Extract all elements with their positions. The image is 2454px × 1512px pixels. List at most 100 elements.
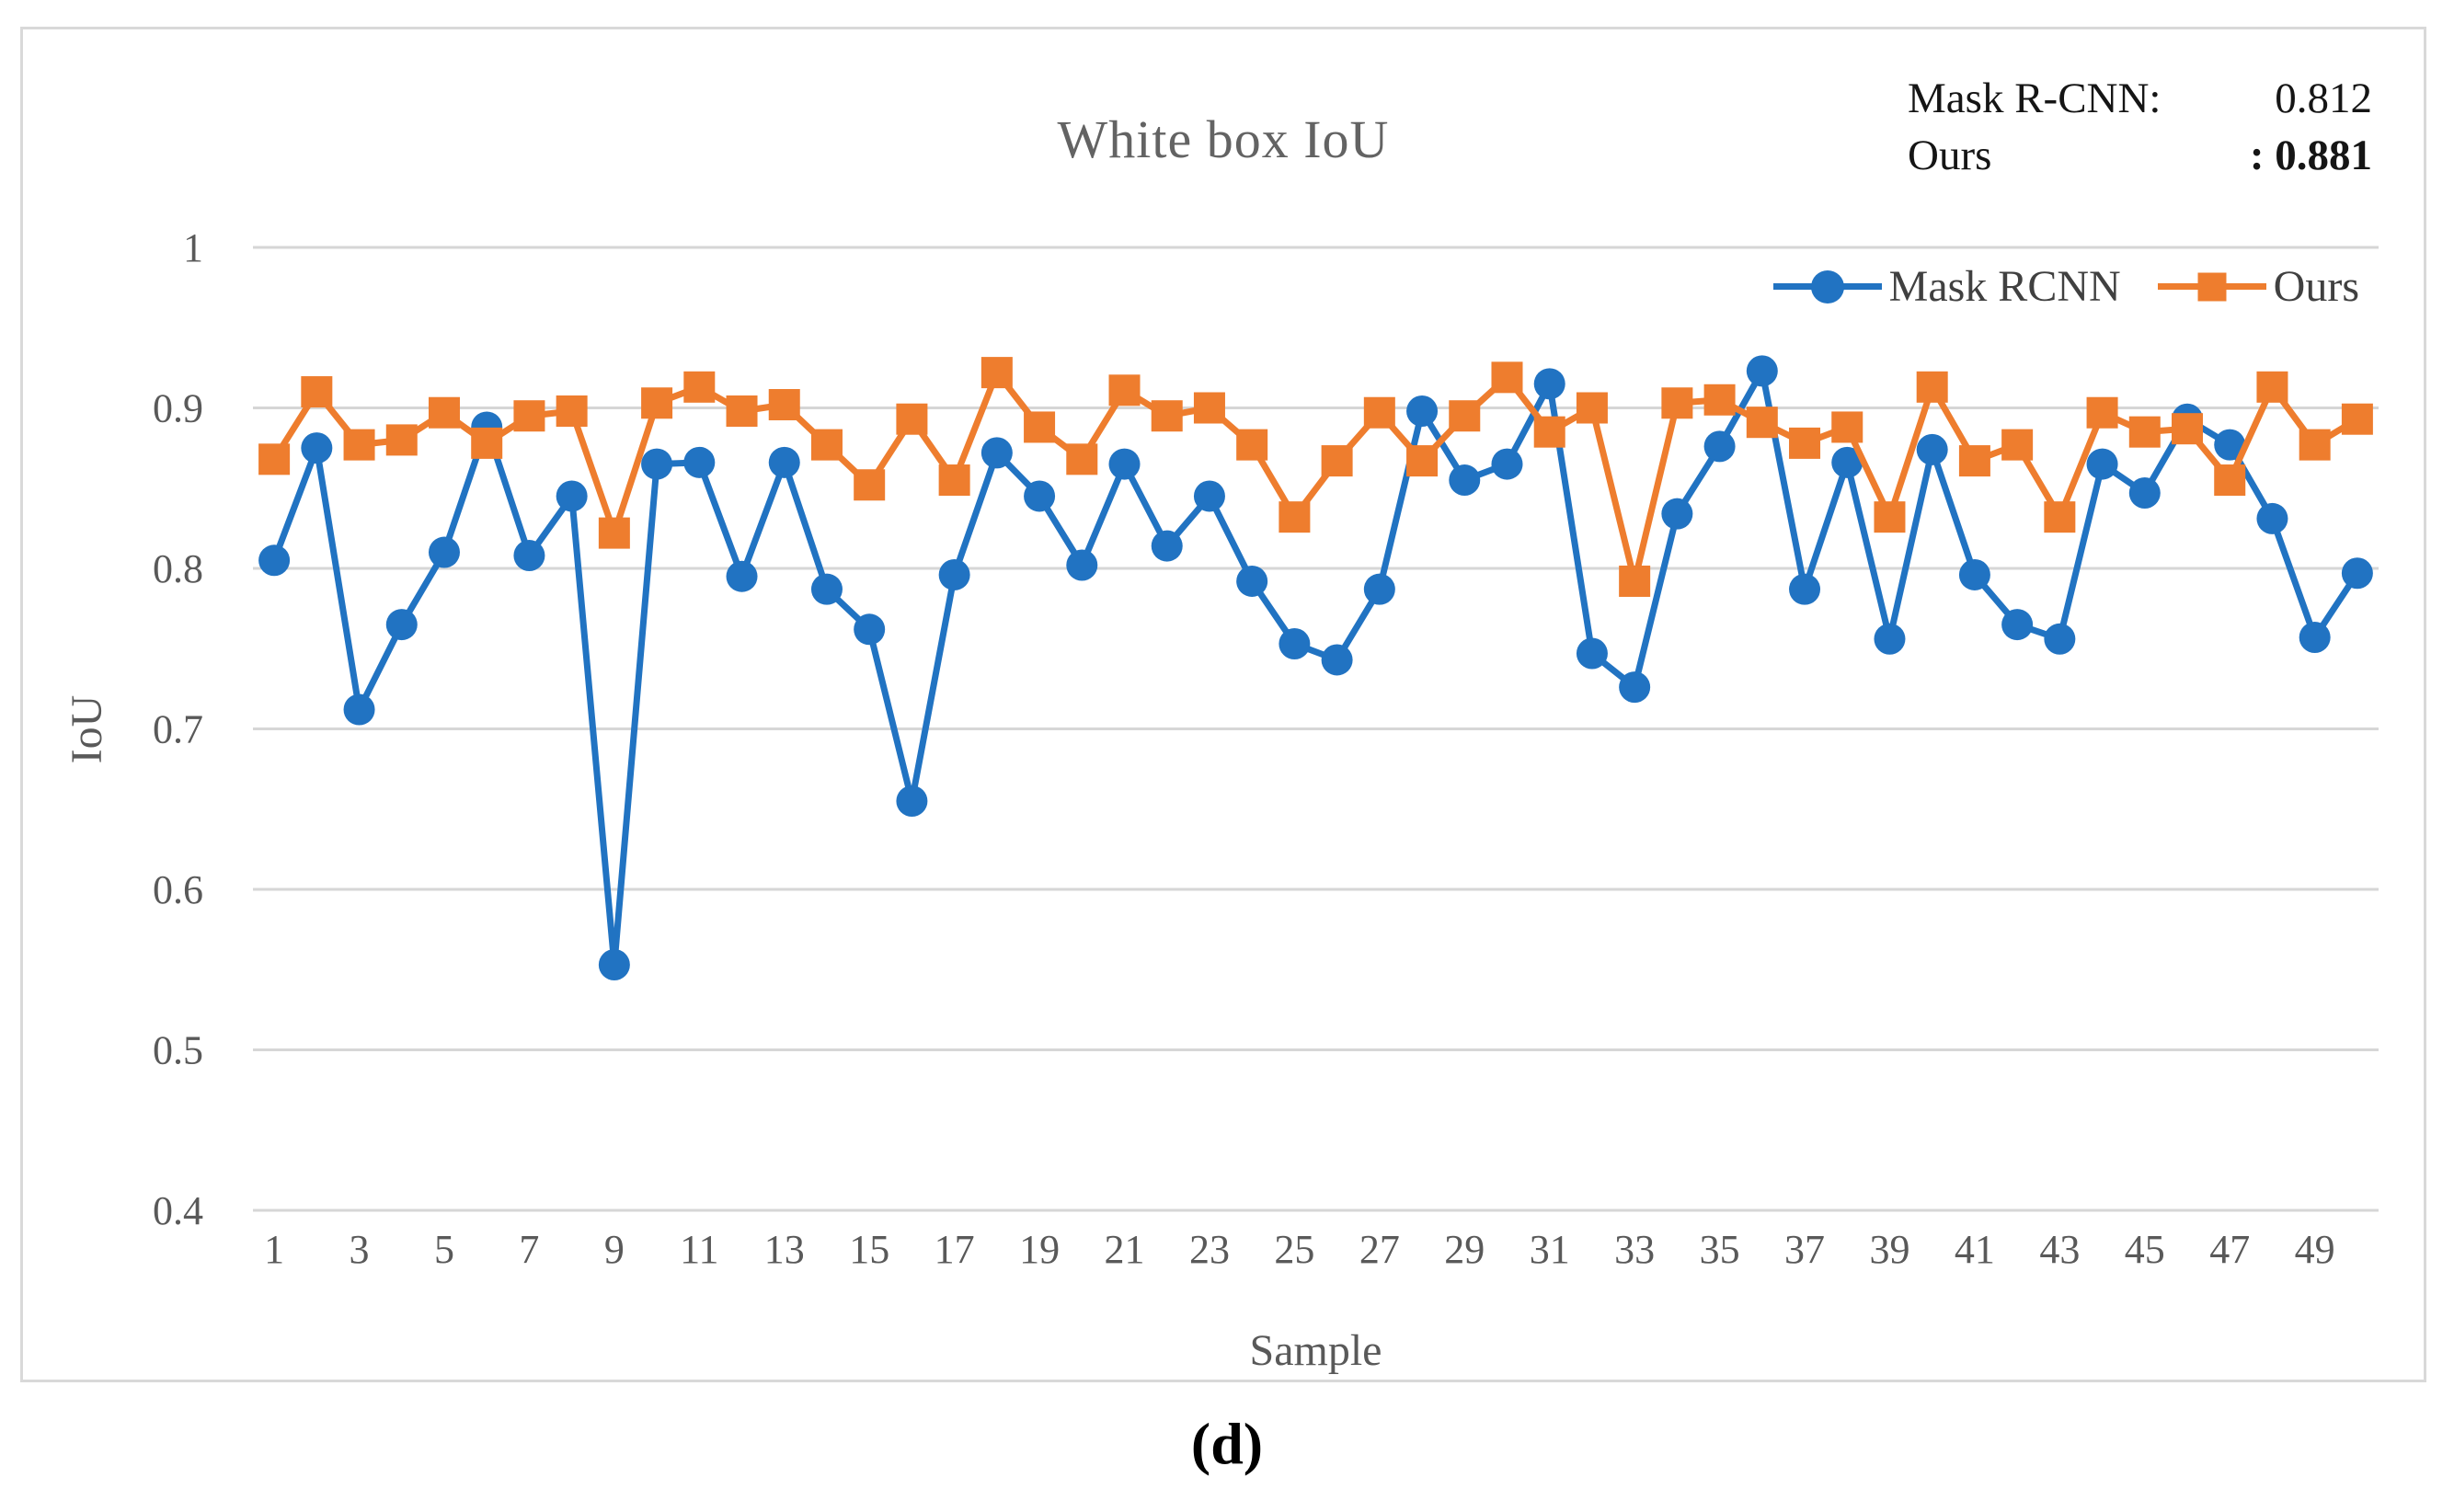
- chart-legend: Mask RCNN Ours: [1772, 261, 2359, 312]
- legend-item-mask-rcnn: Mask RCNN: [1772, 261, 2121, 312]
- data-point-mask-rcnn: [343, 693, 375, 726]
- data-point-ours: [556, 395, 588, 427]
- data-point-mask-rcnn: [2256, 502, 2288, 534]
- data-point-mask-rcnn: [598, 949, 630, 981]
- data-point-mask-rcnn: [854, 613, 886, 646]
- data-point-ours: [810, 429, 843, 461]
- y-tick-label: 0.5: [153, 1028, 203, 1073]
- x-tick-label: 9: [604, 1227, 625, 1272]
- data-point-mask-rcnn: [2214, 429, 2246, 461]
- data-point-mask-rcnn: [938, 558, 970, 590]
- x-tick-label: 35: [1700, 1227, 1740, 1272]
- data-point-mask-rcnn: [1236, 565, 1268, 597]
- y-tick-label: 0.6: [153, 867, 203, 912]
- x-tick-label: 33: [1614, 1227, 1655, 1272]
- data-point-ours: [2299, 429, 2331, 461]
- x-tick-label: 13: [764, 1227, 805, 1272]
- data-point-ours: [1533, 416, 1565, 448]
- y-tick-label: 0.4: [153, 1188, 203, 1233]
- data-point-ours: [258, 443, 291, 475]
- data-point-ours: [1363, 396, 1395, 429]
- data-point-mask-rcnn: [1151, 530, 1183, 562]
- figure-panel: 1 0.9 0.8 0.7 0.6 0.5 0.4 1 3 5 7 9 11 13 15 17 19 21 23 25…: [20, 27, 2426, 1382]
- data-point-mask-rcnn: [641, 448, 673, 480]
- data-point-mask-rcnn: [2044, 623, 2076, 655]
- x-tick-label: 27: [1359, 1227, 1400, 1272]
- data-point-mask-rcnn: [1491, 448, 1523, 480]
- data-point-mask-rcnn: [513, 540, 545, 572]
- data-point-mask-rcnn: [1831, 446, 1863, 478]
- data-point-ours: [428, 396, 460, 429]
- x-tick-label: 17: [935, 1227, 975, 1272]
- data-point-mask-rcnn: [1746, 355, 1778, 387]
- data-point-ours: [641, 387, 673, 419]
- data-point-mask-rcnn: [2128, 476, 2161, 509]
- x-tick-label: 21: [1105, 1227, 1145, 1272]
- x-tick-label: 3: [350, 1227, 370, 1272]
- data-point-mask-rcnn: [1363, 573, 1395, 605]
- data-point-ours: [1108, 374, 1141, 407]
- data-point-ours: [1406, 445, 1439, 477]
- data-point-mask-rcnn: [1874, 623, 1906, 655]
- data-point-ours: [2214, 464, 2246, 497]
- ours-line-swatch: [2157, 272, 2266, 301]
- x-tick-label: 11: [680, 1227, 718, 1272]
- data-point-ours: [385, 424, 418, 456]
- x-tick-label: 1: [264, 1227, 284, 1272]
- y-tick-label: 0.8: [153, 546, 203, 591]
- data-point-mask-rcnn: [1958, 558, 1990, 590]
- annotation-row-ours: Ours : 0.881: [1908, 127, 2372, 184]
- y-axis-title: IoU: [63, 695, 111, 764]
- x-tick-label: 43: [2039, 1227, 2080, 1272]
- data-point-ours: [1789, 427, 1821, 459]
- data-point-ours: [1066, 443, 1098, 475]
- data-point-ours: [343, 429, 375, 461]
- data-point-mask-rcnn: [1024, 480, 1056, 512]
- x-tick-label: 7: [519, 1227, 539, 1272]
- data-point-ours: [1321, 445, 1353, 477]
- data-point-ours: [2044, 501, 2076, 533]
- x-tick-label: 47: [2209, 1227, 2250, 1272]
- data-point-mask-rcnn: [2341, 557, 2373, 590]
- data-point-ours: [726, 395, 758, 427]
- x-tick-label: 15: [849, 1227, 889, 1272]
- x-tick-label: 25: [1274, 1227, 1314, 1272]
- data-point-mask-rcnn: [1789, 573, 1821, 605]
- annotation-row-mask-rcnn: Mask R-CNN: 0.812: [1908, 70, 2372, 127]
- data-point-mask-rcnn: [1703, 430, 1736, 463]
- figure-caption: (d): [1190, 1411, 1264, 1476]
- x-tick-label: 49: [2295, 1227, 2335, 1272]
- y-tick-label: 0.9: [153, 386, 203, 431]
- data-point-ours: [1576, 392, 1608, 424]
- data-point-ours: [598, 517, 630, 549]
- data-point-ours: [896, 403, 928, 435]
- data-point-ours: [1449, 400, 1481, 432]
- data-point-ours: [1279, 501, 1311, 533]
- y-tick-label: 1: [183, 225, 203, 270]
- data-point-mask-rcnn: [1619, 671, 1651, 704]
- data-point-mask-rcnn: [1661, 498, 1693, 530]
- data-point-mask-rcnn: [768, 446, 800, 478]
- data-point-ours: [2256, 371, 2288, 403]
- y-tick-label: 0.7: [153, 707, 203, 752]
- data-point-ours: [1874, 501, 1906, 533]
- data-point-ours: [513, 400, 545, 432]
- data-point-ours: [2172, 413, 2204, 445]
- data-point-ours: [301, 376, 333, 408]
- mask-rcnn-line-swatch: [1772, 269, 1882, 304]
- annotation-value-ours: : 0.881: [2249, 132, 2372, 180]
- average-annotation: Mask R-CNN: 0.812 Ours : 0.881: [1908, 70, 2372, 184]
- x-tick-label: 19: [1019, 1227, 1060, 1272]
- data-point-ours: [1661, 387, 1693, 419]
- data-point-mask-rcnn: [301, 432, 333, 464]
- data-point-ours: [938, 464, 970, 497]
- mask-rcnn-circle-marker-icon: [1810, 269, 1844, 304]
- chart-svg: 10.90.80.70.60.50.41 3 5 7 9 11 13 15 17 19 21 23 25…: [63, 225, 2379, 1375]
- data-point-mask-rcnn: [1108, 448, 1141, 480]
- data-point-mask-rcnn: [556, 480, 588, 512]
- chart-title: White box IoU: [1057, 109, 1390, 169]
- data-point-ours: [1958, 445, 1990, 477]
- data-point-mask-rcnn: [2299, 622, 2331, 654]
- legend-label-mask-rcnn: Mask RCNN: [1888, 262, 2121, 311]
